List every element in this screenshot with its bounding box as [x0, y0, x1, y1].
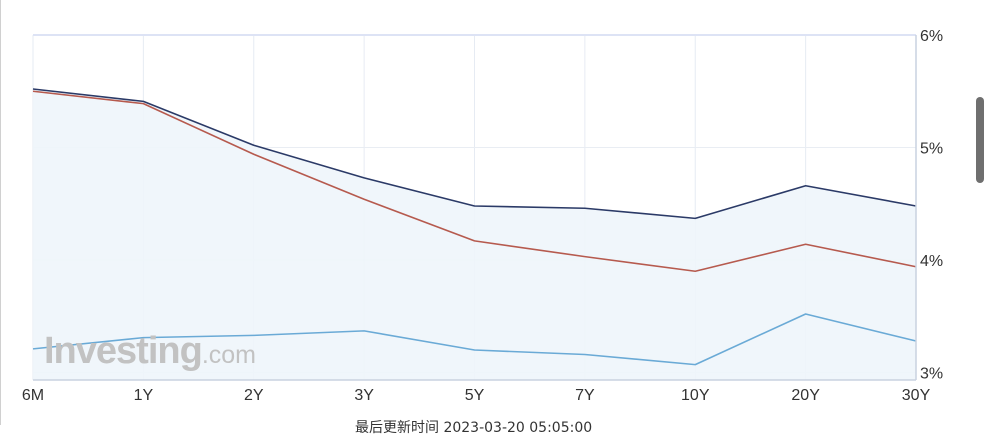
x-tick-label-1Y: 1Y [134, 387, 154, 404]
x-tick-label-3Y: 3Y [354, 387, 374, 404]
y-tick-label-4: 4% [920, 253, 943, 270]
x-tick-label-20Y: 20Y [791, 387, 820, 404]
yield-curve-chart: 6M 1Y 2Y 3Y 5Y 7Y 10Y 20Y 30Y 3% 4% 5% 6% [0, 0, 992, 425]
x-tick-label-30Y: 30Y [902, 387, 931, 404]
y-tick-label-3: 3% [920, 366, 943, 383]
scrollbar-handle[interactable] [976, 97, 984, 183]
x-tick-label-2Y: 2Y [244, 387, 264, 404]
x-tick-label-6M: 6M [22, 387, 44, 404]
x-tick-label-7Y: 7Y [575, 387, 595, 404]
y-tick-label-5: 5% [920, 141, 943, 158]
y-tick-label-6: 6% [920, 28, 943, 45]
x-tick-label-5Y: 5Y [465, 387, 485, 404]
last-updated-label: 最后更新时间 2023-03-20 05:05:00 [355, 417, 592, 437]
x-tick-label-10Y: 10Y [681, 387, 710, 404]
